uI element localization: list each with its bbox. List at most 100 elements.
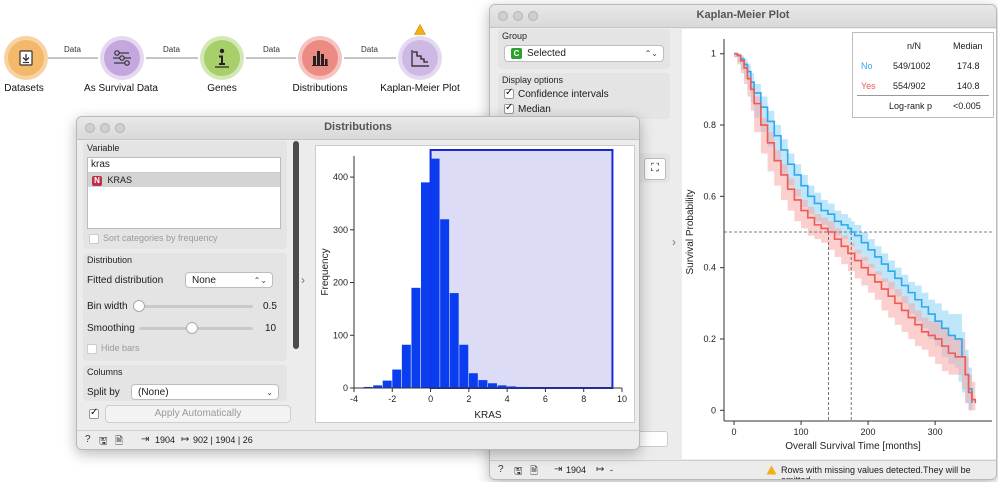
window-titlebar[interactable]: Distributions [77, 117, 639, 140]
histogram-bar[interactable] [421, 182, 430, 388]
help-icon[interactable]: ? [498, 464, 504, 475]
save-icon[interactable]: 🖫 [99, 436, 108, 447]
report-icon[interactable]: 🗎 [115, 436, 124, 447]
fullscreen-button[interactable]: ⛶ [644, 158, 666, 180]
window-titlebar[interactable]: Kaplan-Meier Plot [490, 5, 996, 28]
table-row-yes-median: 140.8 [957, 81, 980, 91]
checkbox-box[interactable] [89, 407, 99, 420]
x-tick-label: 6 [543, 394, 548, 404]
close-button[interactable] [85, 123, 95, 133]
output-summary: - [610, 465, 613, 475]
panel-bottom-field[interactable] [638, 431, 668, 447]
save-icon[interactable]: 🖫 [514, 466, 523, 477]
widget-node-distributions[interactable] [298, 36, 342, 80]
checkbox-box[interactable] [504, 87, 514, 100]
distributions-status-bar: ? 🖫 🗎 ⇥ 1904 ↦ 902 | 1904 | 26 [77, 430, 639, 449]
y-tick-label: 200 [333, 278, 348, 288]
numeric-badge: N [92, 175, 102, 186]
zoom-button-area: ⛶ [638, 153, 670, 183]
warning-icon [414, 24, 426, 35]
histogram-bar[interactable] [392, 369, 402, 388]
y-tick-label: 400 [333, 172, 348, 182]
histogram-bar[interactable] [468, 373, 478, 388]
histogram-bar[interactable] [516, 386, 526, 388]
median-checkbox[interactable]: Median [504, 102, 551, 115]
zoom-button[interactable] [115, 123, 125, 133]
panel-splitter[interactable] [293, 141, 299, 349]
histogram-bar[interactable] [440, 219, 450, 388]
widget-node-as-survival-data[interactable] [100, 36, 144, 80]
survival-curve-yes[interactable] [734, 52, 977, 404]
smoothing-label: Smoothing [87, 323, 135, 334]
report-icon[interactable]: 🗎 [530, 466, 539, 477]
x-tick-label: 10 [617, 394, 627, 404]
histogram-bar[interactable] [382, 380, 392, 388]
histogram-bar[interactable] [373, 385, 383, 388]
histogram-bar[interactable] [459, 344, 469, 388]
fitted-distribution-select[interactable]: None ⌃⌄ [185, 272, 273, 288]
checkbox-box[interactable] [87, 343, 97, 354]
histogram-bar[interactable] [449, 293, 459, 388]
histogram-bar[interactable] [507, 386, 517, 388]
slider-handle[interactable] [133, 300, 145, 312]
widget-node-genes[interactable] [200, 36, 244, 80]
histogram-bar[interactable] [401, 344, 411, 388]
variable-box: Variable kras N KRAS Sort categories by … [83, 141, 287, 249]
warning-message: Rows with missing values detected.They w… [781, 465, 971, 480]
chevron-down-icon: ⌄ [266, 387, 273, 397]
km-status-bar: ? 🖫 🗎 ⇥ 1904 ↦ - Rows with missing value… [490, 460, 996, 479]
checkbox-label: Hide bars [101, 343, 140, 353]
variable-section-title: Variable [87, 143, 120, 153]
histogram-bar[interactable] [363, 386, 373, 388]
slider-handle[interactable] [186, 322, 198, 334]
y-axis-label: Frequency [320, 248, 331, 295]
y-tick-label: 0.2 [703, 334, 716, 344]
sort-by-frequency-checkbox[interactable]: Sort categories by frequency [89, 233, 218, 244]
bar-chart-icon [312, 51, 328, 66]
collapse-panel-arrow-icon[interactable]: › [672, 235, 676, 249]
auto-apply-checkbox[interactable] [89, 407, 103, 420]
minimize-button[interactable] [100, 123, 110, 133]
bin-width-slider[interactable] [133, 300, 253, 312]
checkbox-box[interactable] [89, 233, 99, 244]
bin-width-label: Bin width [87, 301, 128, 312]
node-label-distributions: Distributions [292, 83, 348, 94]
display-options-box: Display options Confidence intervals Med… [498, 73, 670, 119]
hide-bars-checkbox[interactable]: Hide bars [87, 343, 140, 354]
y-tick-label: 0 [343, 383, 348, 393]
help-icon[interactable]: ? [85, 434, 91, 445]
smoothing-slider[interactable] [139, 322, 253, 334]
histogram-bar[interactable] [411, 287, 421, 388]
widget-node-datasets[interactable] [4, 36, 48, 80]
x-tick-label: -2 [388, 394, 396, 404]
checkbox-box[interactable] [504, 102, 514, 115]
histogram-bar[interactable] [430, 158, 440, 388]
histogram-bar[interactable] [497, 385, 507, 388]
table-header-nN: n/N [907, 41, 922, 51]
widget-node-kaplan-meier[interactable] [398, 36, 442, 80]
histogram-bar[interactable] [478, 380, 488, 388]
zoom-button[interactable] [528, 11, 538, 21]
table-header-median: Median [953, 41, 983, 51]
y-tick-label: 0.8 [703, 120, 716, 130]
node-label-datasets: Datasets [4, 83, 44, 94]
y-tick-label: 300 [333, 225, 348, 235]
confidence-intervals-checkbox[interactable]: Confidence intervals [504, 87, 609, 100]
node-label-kaplan-meier: Kaplan-Meier Plot [380, 83, 460, 94]
apply-button[interactable]: Apply Automatically [105, 405, 291, 423]
close-button[interactable] [498, 11, 508, 21]
distribution-box: Distribution Fitted distribution None ⌃⌄… [83, 253, 287, 361]
minimize-button[interactable] [513, 11, 523, 21]
list-item[interactable]: N KRAS [88, 173, 280, 187]
group-select[interactable]: C Selected ⌃⌄ [504, 45, 664, 62]
x-axis-label: KRAS [474, 410, 502, 421]
split-by-select[interactable]: (None) ⌄ [131, 384, 279, 400]
x-tick-label: 4 [505, 394, 510, 404]
y-tick-label: 1 [711, 49, 716, 59]
logrank-label: Log-rank p [889, 101, 933, 111]
y-tick-label: 0 [711, 405, 716, 415]
histogram-bar[interactable] [488, 383, 497, 388]
variable-filter-input[interactable]: kras [88, 158, 280, 173]
columns-box: Columns Split by (None) ⌄ [83, 365, 287, 401]
collapse-panel-arrow-icon[interactable]: › [301, 273, 305, 287]
